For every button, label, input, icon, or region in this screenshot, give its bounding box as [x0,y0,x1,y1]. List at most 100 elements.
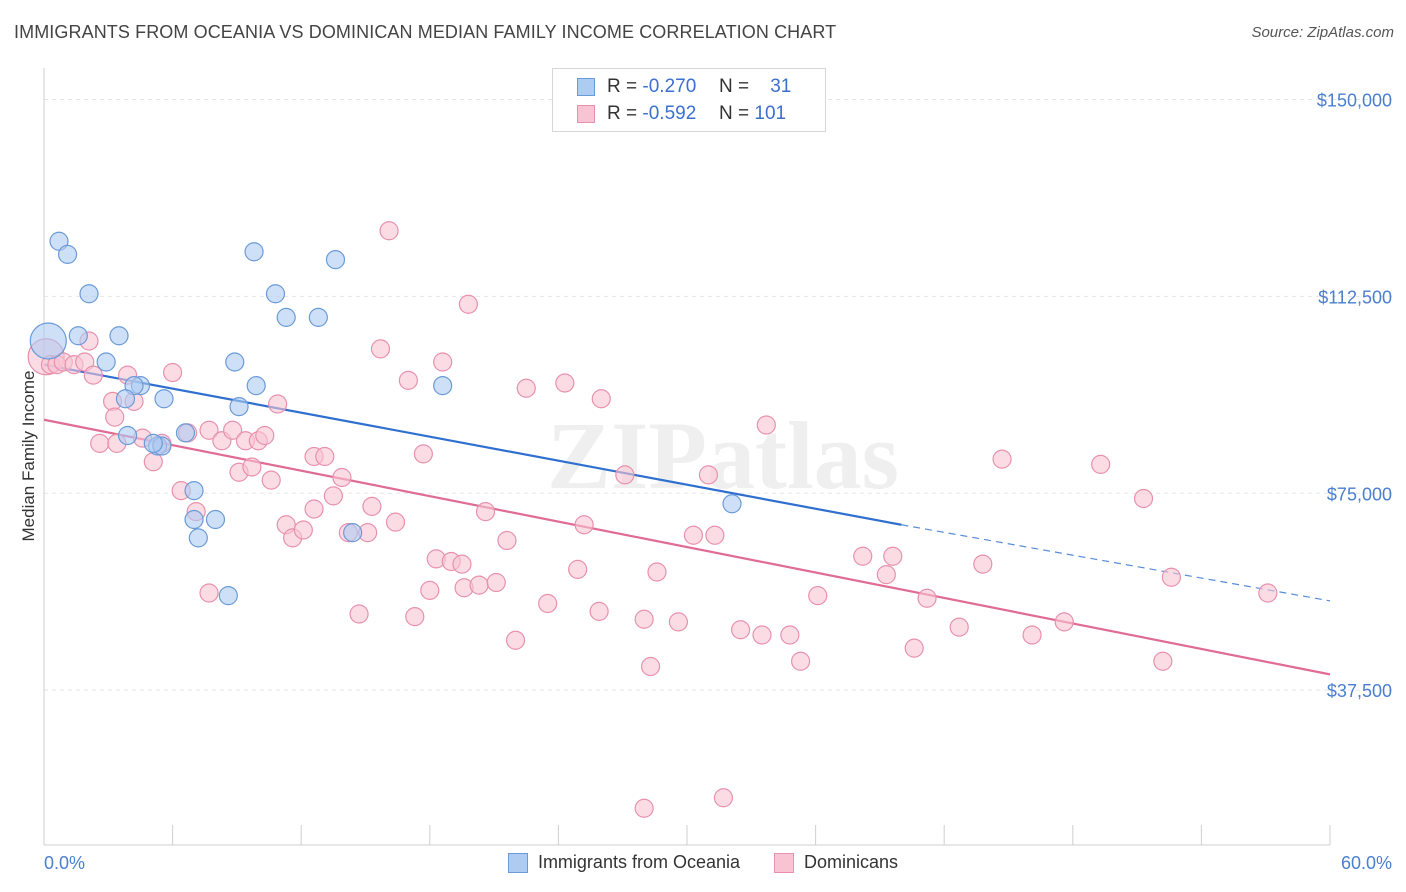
oceania-point [276,307,296,327]
dominican-legend-swatch [774,852,794,873]
dominican-point [362,496,382,516]
dominican-point [568,559,588,579]
dominican-point [640,656,661,677]
oceania-point [57,244,78,264]
source-label: Source: ZipAtlas.com [1251,24,1394,41]
dominican-point [1133,488,1154,509]
legend-item-dominicans: Dominicans [774,852,898,873]
dominican-point [458,294,478,314]
dominican-point [1161,567,1181,587]
dominican-point [883,546,903,566]
oceania-point [79,284,99,304]
oceania-point [188,528,208,548]
dominican-point [752,625,772,645]
dominican-point [370,339,391,359]
r-value: -0.270 [642,76,697,97]
dominican-point [433,352,453,372]
dominican-point [143,452,163,472]
y-tick-label-3: $150,000 [1317,91,1392,111]
dominican-point [199,420,219,440]
dominican-point [349,604,369,624]
stats-row-dominican: R = -0.592 N = 101 [577,102,786,126]
oceania-point [218,586,238,606]
oceania-point [68,326,88,346]
y-axis-label: Median Family Income [19,370,38,541]
oceania-point [229,397,249,417]
dominican-point [105,407,125,427]
dominican-point [398,370,418,390]
oceania-point [96,352,116,372]
oceania-point [433,376,453,396]
dominican-point [992,449,1012,469]
r-value: -0.592 [642,103,697,124]
dominican-point [808,586,828,606]
dominican-point [405,607,425,627]
grid-lines [44,99,1395,691]
dominican-point [876,565,896,585]
dominican-point [83,365,103,385]
dominican-point [90,433,110,453]
dominican-point [475,502,496,522]
oceania-point [115,389,136,409]
x-tick-min: 0.0% [44,853,85,873]
oceania-point [308,307,328,327]
dominican-point [452,554,472,574]
dominican-point [304,499,324,519]
y-tick-label-0: $37,500 [1327,681,1392,701]
dominican-point [730,620,751,640]
dominican-swatch [577,105,595,123]
dominican-point [555,373,575,393]
dominican-point [574,515,594,535]
dominican-point [268,394,288,414]
dominican-point [293,520,313,540]
dominican-point [163,362,183,383]
oceania-point [246,376,266,396]
chart-title: IMMIGRANTS FROM OCEANIA VS DOMINICAN MED… [14,22,837,42]
r-label: R = [607,103,638,124]
dominican-point [385,512,406,532]
dominican-point [698,465,719,485]
dominican-point [497,530,517,551]
dominican-point [790,651,811,671]
dominican-point [413,444,433,464]
n-label: N = [719,103,750,124]
x-tick-max: 60.0% [1341,853,1392,873]
dominican-point [323,486,343,506]
n-value: 31 [770,76,792,97]
y-tick-label-2: $112,500 [1318,287,1392,307]
oceania-point [184,509,204,530]
oceania-point [154,389,174,409]
dominican-point [756,415,776,435]
dominican-point [261,470,281,490]
oceania-point [343,523,363,543]
dominican-point [647,562,667,582]
dominican-point [1091,454,1111,474]
dominican-point [315,446,335,467]
dominican-point [634,798,654,818]
dominican-point [853,546,873,566]
dominican-point [589,601,609,621]
dominican-point [486,572,506,593]
n-label: N = [719,76,750,97]
dominican-point [917,588,937,608]
dominican-point [1153,651,1173,671]
dominican-point [469,575,489,595]
dominican-point [199,583,219,603]
legend-label-oceania: Immigrants from Oceania [537,852,740,872]
dominican-point [1258,583,1278,603]
oceania-point [205,509,226,530]
dominican-point [379,221,399,241]
oceania-trend-extension [901,524,1331,602]
dominican-point [420,580,440,600]
legend-item-oceania: Immigrants from Oceania [507,852,740,873]
dominican-point [255,425,275,446]
oceania-point [244,242,264,262]
axes [43,68,1331,846]
dominican-point [223,420,243,440]
oceania-point [184,481,204,501]
dominican-point [615,465,635,485]
dominican-point [1054,612,1074,632]
watermark: ZIPatlas [547,402,899,509]
dominican-point [591,389,611,409]
